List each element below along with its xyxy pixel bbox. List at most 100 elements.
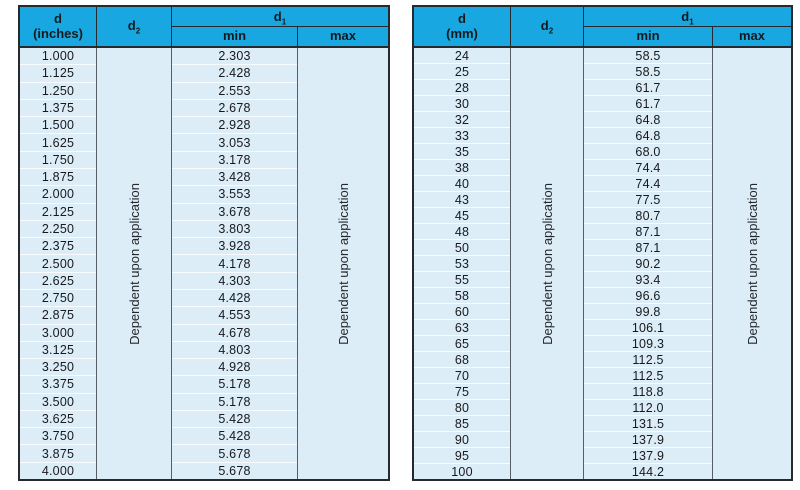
header-d2-label: d2 [127,18,141,36]
table-cell: 90 [414,432,510,448]
table-cell: 55 [414,272,510,288]
table-cell: 1.375 [20,100,96,118]
table-cell: 5.178 [172,394,297,411]
table-cell: 2.553 [172,83,297,100]
header-d-mm: d (mm) [414,7,511,46]
table-cell: 3.803 [172,221,297,239]
table-cell: 3.500 [20,394,96,411]
table-cell: 2.678 [172,100,297,118]
table-cell: 2.428 [172,65,297,83]
table-cell: 144.2 [631,464,665,479]
d2-note: Dependent upon application [539,182,555,345]
header-d1-group: d1 min max [584,7,791,46]
table-cell: 28 [414,80,510,96]
table-cell: 4.803 [172,342,297,360]
table-cell: 3.553 [172,186,297,204]
table-cell: 3.178 [172,152,297,169]
mm-table-body: 24 25 28 30 32 33 35 38 40 43 45 48 50 53 55 58 60 63 65 68… [414,48,791,479]
table-cell: 1.750 [20,152,96,169]
header-d-title: d [54,10,62,26]
table-cell: 1.500 [20,117,96,135]
d2-column: Dependent upon application [511,48,584,479]
header-d-unit: (inches) [33,25,83,41]
table-cell: 60 [414,304,510,320]
table-cell: 32 [414,112,510,128]
table-cell: 1.125 [20,65,96,83]
header-d-title: d [458,10,466,26]
table-cell: 118.8 [584,384,712,400]
table-cell: 58.5 [584,48,712,64]
mm-table: d (mm) d2 d1 min max 24 25 28 30 32 33 35 38 40 4… [412,5,793,481]
table-cell: 2.875 [20,307,96,325]
header-max: max [738,28,766,44]
header-max: max [329,28,357,44]
table-cell: 3.250 [20,359,96,377]
table-cell: 85 [414,416,510,432]
table-cell: 68.0 [584,144,712,160]
table-cell: 65 [414,336,510,352]
header-d2: d2 [97,7,172,46]
table-cell: 137.9 [584,448,712,464]
table-cell: 53 [414,256,510,272]
inches-table: d (inches) d2 d1 min max 1.000 1.125 1.250… [18,5,390,481]
table-cell: 2.750 [20,290,96,308]
table-cell: 35 [414,144,510,160]
table-cell: 1.625 [20,134,96,152]
inches-table-header: d (inches) d2 d1 min max [20,7,388,48]
table-cell: 40 [414,176,510,192]
table-cell: 1.250 [20,83,96,100]
table-cell: 3.928 [172,238,297,256]
table-cell: 112.5 [584,368,712,384]
header-minmax-row: min max [584,27,791,46]
table-cell: 106.1 [584,320,712,336]
table-cell: 3.053 [172,134,297,152]
header-d1-label: d1 [681,9,694,27]
table-cell: 74.4 [584,160,712,176]
table-cell: 100 [451,464,473,479]
table-cell: 3.125 [20,342,96,360]
max-note: Dependent upon application [335,182,351,345]
table-cell: 64.8 [584,112,712,128]
table-cell: 2.125 [20,204,96,221]
table-cell: 87.1 [584,240,712,256]
table-cell: 112.5 [584,352,712,368]
header-min: min [172,27,298,46]
table-cell: 2.500 [20,255,96,273]
table-cell: 63 [414,320,510,336]
table-cell: 93.4 [584,272,712,288]
table-cell: 96.6 [584,288,712,304]
max-column: Dependent upon application [713,48,791,479]
max-note: Dependent upon application [744,182,760,345]
table-cell: 2.625 [20,273,96,290]
table-cell: 1.875 [20,169,96,187]
table-cell: 43 [414,192,510,208]
header-d2: d2 [511,7,584,46]
d2-column: Dependent upon application [97,48,172,479]
table-cell: 68 [414,352,510,368]
table-cell: 4.678 [172,325,297,342]
table-cell: 3.875 [20,445,96,463]
table-cell: 61.7 [584,80,712,96]
header-minmax-row: min max [172,27,388,46]
table-cell: 25 [414,64,510,80]
table-cell: 2.000 [20,186,96,204]
table-cell: 5.678 [218,463,251,478]
table-cell: 4.553 [172,307,297,325]
table-cell: 4.928 [172,359,297,377]
d2-note: Dependent upon application [126,182,142,345]
header-d1-label: d1 [273,9,287,27]
table-cell: 3.428 [172,169,297,187]
table-cell: 64.8 [584,128,712,144]
table-cell: 30 [414,96,510,112]
table-cell: 109.3 [584,336,712,352]
header-d1-group: d1 min max [172,7,388,46]
header-d1: d1 [172,7,388,27]
table-cell: 77.5 [584,192,712,208]
table-cell: 3.750 [20,428,96,446]
table-cell: 61.7 [584,96,712,112]
table-cell: 87.1 [584,224,712,240]
table-cell: 5.428 [172,411,297,429]
table-cell: 2.928 [172,117,297,135]
table-cell: 3.375 [20,376,96,394]
table-cell: 131.5 [584,416,712,432]
